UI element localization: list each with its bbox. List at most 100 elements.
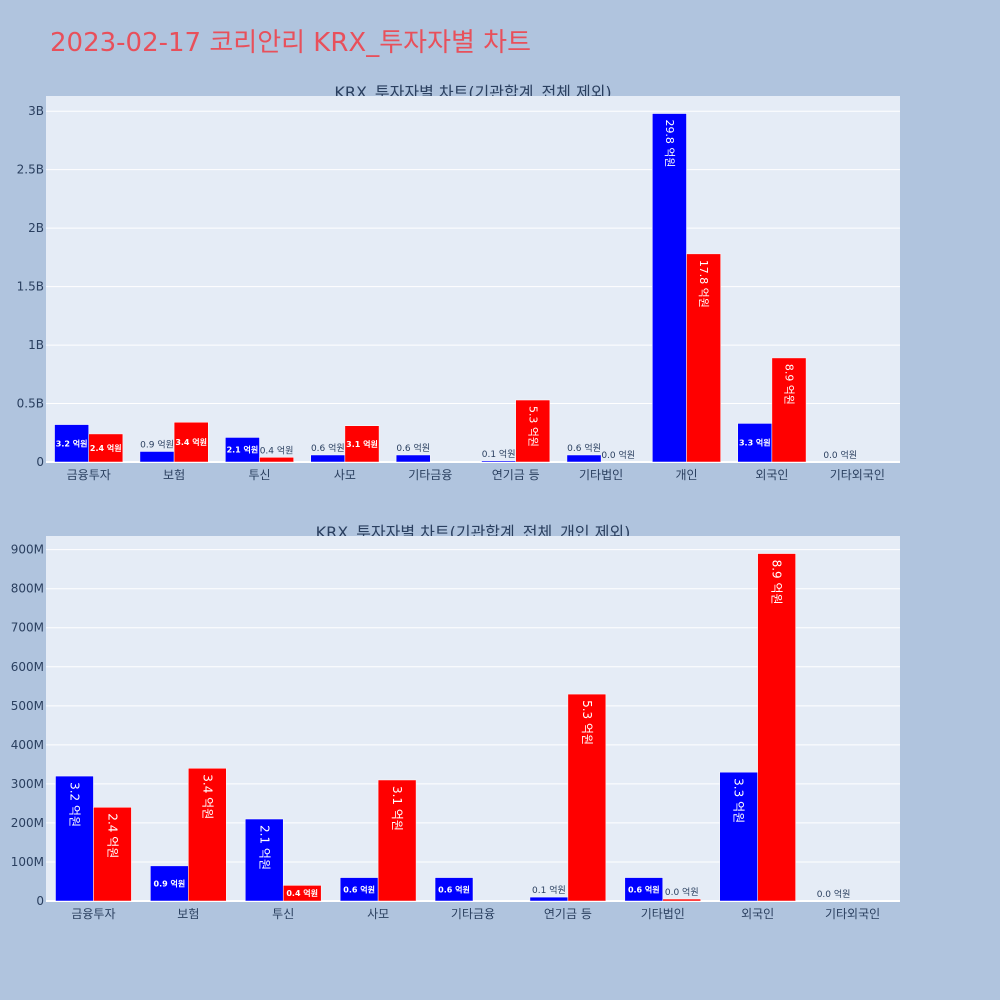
bar <box>55 775 94 902</box>
data-label: 5.3 억원 <box>580 700 594 745</box>
x-tick-label: 기타외국인 <box>830 468 885 482</box>
data-label: 0.1 억원 <box>532 884 566 896</box>
bar <box>54 424 89 463</box>
data-label: 3.4 억원 <box>175 437 207 447</box>
x-tick-label: 외국인 <box>741 907 774 921</box>
x-tick-label: 금융투자 <box>71 907 115 921</box>
x-tick-label: 투신 <box>272 907 294 921</box>
x-tick-label: 사모 <box>367 907 389 921</box>
x-tick-label: 보험 <box>163 468 185 482</box>
y-tick-label: 300M <box>11 777 44 791</box>
y-tick-label: 2B <box>28 221 44 235</box>
data-label: 3.3 억원 <box>732 778 746 823</box>
x-tick-label: 외국인 <box>755 468 788 482</box>
bar <box>737 423 773 463</box>
data-label: 2.4 억원 <box>90 443 122 453</box>
data-label: 0.0 억원 <box>601 449 635 461</box>
y-tick-label: 1B <box>28 338 44 352</box>
data-label: 2.4 억원 <box>105 813 119 858</box>
bar <box>757 553 796 902</box>
x-tick-label: 기타금융 <box>408 468 452 482</box>
bar <box>434 877 474 902</box>
y-tick-label: 0 <box>36 894 44 908</box>
bar <box>173 421 209 463</box>
data-label: 3.2 억원 <box>67 782 81 827</box>
bar <box>93 807 132 902</box>
data-label: 17.8 억원 <box>697 260 710 308</box>
x-tick-label: 기타금융 <box>451 907 495 921</box>
y-tick-label: 200M <box>11 816 44 830</box>
data-label: 0.0 억원 <box>823 449 857 461</box>
bar <box>259 457 294 463</box>
data-label: 2.1 억원 <box>257 825 271 870</box>
x-tick-label: 연기금 등 <box>492 468 540 482</box>
data-label: 0.6 억원 <box>567 442 601 454</box>
data-label: 0.4 억원 <box>286 888 318 898</box>
y-tick-label: 100M <box>11 855 44 869</box>
data-label: 0.0 억원 <box>665 886 699 898</box>
bar <box>88 433 124 463</box>
y-tick-label: 0.5B <box>17 397 44 411</box>
y-tick-label: 3B <box>28 104 44 118</box>
bar <box>188 768 227 902</box>
data-label: 0.0 억원 <box>817 888 851 900</box>
data-label: 3.1 억원 <box>390 786 404 831</box>
y-tick-label: 400M <box>11 738 44 752</box>
data-label: 3.1 억원 <box>346 439 378 449</box>
bar <box>225 437 260 463</box>
data-label: 3.4 억원 <box>200 774 214 819</box>
y-tick-label: 900M <box>11 543 44 557</box>
data-label: 0.1 억원 <box>482 448 516 460</box>
x-tick-label: 보험 <box>177 907 199 921</box>
bar <box>567 693 607 902</box>
data-label: 0.6 억원 <box>311 442 345 454</box>
y-tick-label: 800M <box>11 582 44 596</box>
data-label: 29.8 억원 <box>663 120 676 168</box>
y-tick-label: 2.5B <box>17 163 44 177</box>
x-tick-label: 개인 <box>675 468 697 482</box>
x-tick-label: 사모 <box>334 468 356 482</box>
bar <box>529 896 569 902</box>
data-label: 3.3 억원 <box>739 438 771 448</box>
plot-area <box>46 96 900 462</box>
x-tick-label: 금융투자 <box>67 468 111 482</box>
y-tick-label: 700M <box>11 621 44 635</box>
x-tick-label: 기타법인 <box>579 468 623 482</box>
data-label: 0.6 억원 <box>628 884 660 894</box>
x-tick-label: 연기금 등 <box>544 907 592 921</box>
data-label: 8.9 억원 <box>770 560 784 605</box>
bar <box>652 113 687 463</box>
bar <box>624 877 664 902</box>
bar <box>395 454 431 463</box>
y-tick-label: 0 <box>36 455 44 469</box>
data-label: 0.9 억원 <box>154 878 186 888</box>
data-label: 8.9 억원 <box>782 364 795 405</box>
bar <box>662 898 701 902</box>
data-label: 3.2 억원 <box>56 438 88 448</box>
data-label: 2.1 억원 <box>227 445 259 455</box>
data-label: 0.6 억원 <box>396 442 430 454</box>
data-label: 0.6 억원 <box>343 884 375 894</box>
bar <box>515 399 551 463</box>
bar <box>771 357 807 463</box>
y-tick-label: 600M <box>11 660 44 674</box>
page-title: 2023-02-17 코리안리 KRX_투자자별 차트 <box>50 28 532 58</box>
x-tick-label: 기타외국인 <box>825 907 880 921</box>
bar <box>377 779 417 902</box>
bar <box>282 885 322 902</box>
data-label: 5.3 억원 <box>526 406 539 447</box>
y-tick-label: 500M <box>11 699 44 713</box>
x-tick-label: 기타법인 <box>641 907 685 921</box>
x-tick-label: 투신 <box>248 468 270 482</box>
bar <box>344 425 380 463</box>
data-label: 0.4 억원 <box>260 444 294 456</box>
data-label: 0.6 억원 <box>438 884 470 894</box>
bar <box>150 865 189 902</box>
bar <box>566 454 602 463</box>
data-label: 0.9 억원 <box>140 438 174 450</box>
y-tick-label: 1.5B <box>17 280 44 294</box>
bar <box>245 818 284 902</box>
bar <box>686 253 721 463</box>
